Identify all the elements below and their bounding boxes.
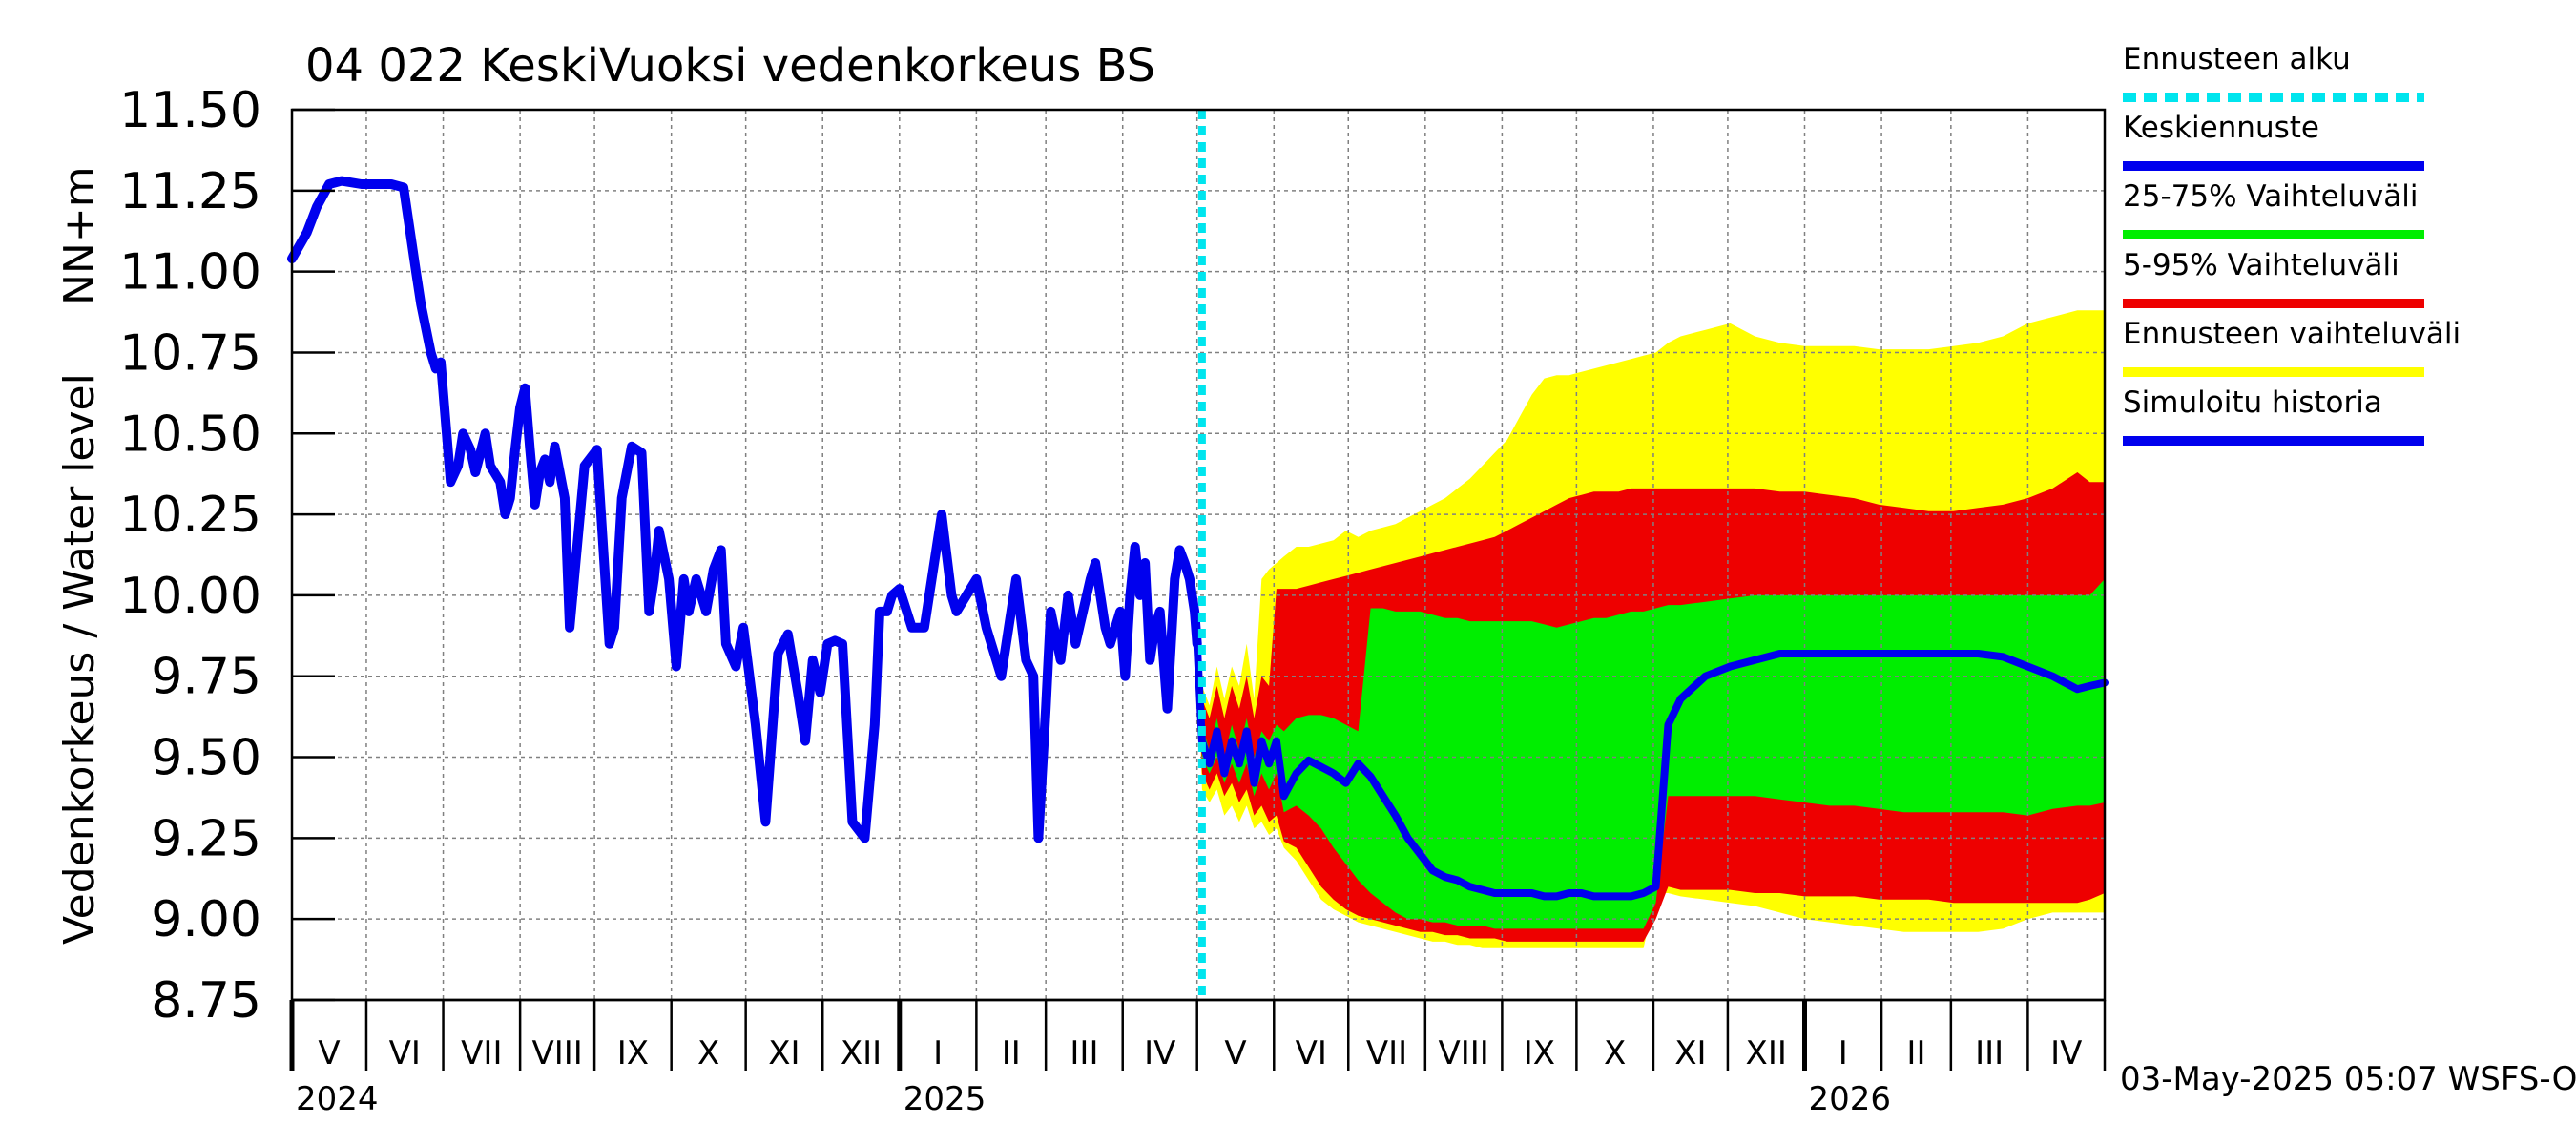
month-label: VII [1366, 1034, 1407, 1072]
year-label: 2025 [904, 1080, 987, 1118]
y-tick-label: 10.00 [119, 568, 261, 625]
series-lines [287, 110, 2109, 1000]
chart-title: 04 022 KeskiVuoksi vedenkorkeus BS [305, 39, 1155, 93]
month-label: IV [2050, 1034, 2082, 1072]
month-label: II [1906, 1034, 1925, 1072]
forecast-bands [1196, 310, 2105, 948]
y-tick-label: 10.75 [119, 324, 261, 382]
footer-timestamp: 03-May-2025 05:07 WSFS-O [2120, 1060, 2576, 1098]
y-tick-label: 11.50 [119, 82, 261, 139]
y-axis-ticks: 8.75 9.00 9.25 9.50 9.75 10.00 10.25 10.50 10.75… [119, 82, 335, 1030]
month-label: I [1839, 1034, 1848, 1072]
month-label: XI [768, 1034, 800, 1072]
month-label: III [1975, 1034, 2004, 1072]
month-label: IV [1144, 1034, 1175, 1072]
y-axis-label-unit: NN+m [55, 166, 104, 305]
month-label: XII [841, 1034, 882, 1072]
y-axis-label-main: Vedenkorkeus / Water level [55, 373, 104, 945]
month-label: VI [1296, 1034, 1327, 1072]
month-label: V [1224, 1034, 1246, 1072]
month-label: VI [389, 1034, 421, 1072]
legend-label: Simuloitu historia [2123, 385, 2382, 420]
month-label: III [1070, 1034, 1098, 1072]
legend: Ennusteen alku Keskiennuste 25-75% Vaihtel… [2123, 42, 2461, 446]
month-label: X [697, 1034, 719, 1072]
y-tick-label: 9.75 [151, 649, 261, 706]
band-25-75 [1196, 578, 2105, 929]
x-axis: V VI VII VIII IX X XI XII I II III IV V VI VII VIII IX X X… [289, 998, 2107, 1118]
y-tick-label: 11.25 [119, 163, 261, 220]
year-label: 2024 [296, 1080, 379, 1118]
month-label: V [318, 1034, 340, 1072]
month-label: VIII [531, 1034, 582, 1072]
month-label: II [1002, 1034, 1021, 1072]
y-tick-label: 10.50 [119, 406, 261, 463]
y-tick-label: 11.00 [119, 244, 261, 302]
month-label: VIII [1438, 1034, 1488, 1072]
month-label: XII [1746, 1034, 1787, 1072]
month-label: I [933, 1034, 943, 1072]
legend-label: Keskiennuste [2123, 111, 2319, 145]
legend-label: 25-75% Vaihteluväli [2123, 179, 2419, 214]
month-label: IX [1524, 1034, 1555, 1072]
y-tick-label: 9.25 [151, 810, 261, 867]
month-label: IX [617, 1034, 649, 1072]
legend-label: Ennusteen vaihteluväli [2123, 317, 2461, 351]
month-label: VII [461, 1034, 502, 1072]
legend-label: Ennusteen alku [2123, 42, 2351, 76]
y-tick-label: 9.00 [151, 891, 261, 948]
y-tick-label: 9.50 [151, 730, 261, 787]
median-forecast-line [1193, 639, 2109, 901]
year-label: 2026 [1808, 1080, 1891, 1118]
month-label: XI [1674, 1034, 1706, 1072]
y-tick-label: 10.25 [119, 487, 261, 544]
grid-lines [292, 110, 2105, 1000]
history-line [287, 176, 1202, 843]
legend-label: 5-95% Vaihteluväli [2123, 248, 2399, 282]
month-label: X [1604, 1034, 1626, 1072]
y-tick-label: 8.75 [151, 972, 261, 1030]
y-axis-label: Vedenkorkeus / Water level NN+m [55, 166, 104, 945]
